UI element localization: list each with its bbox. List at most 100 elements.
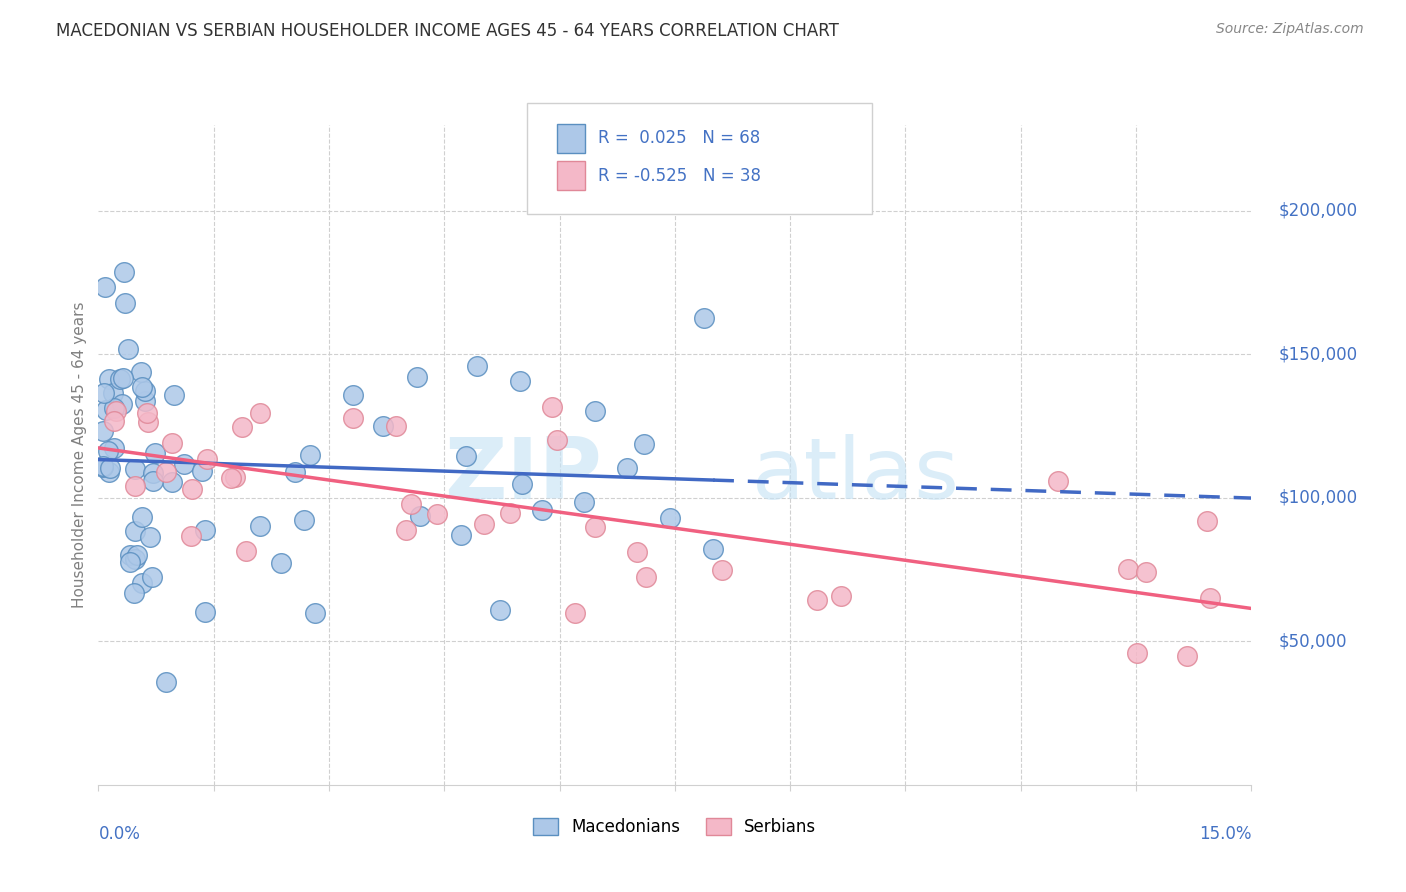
- Point: [94, 402, 117, 417]
- Point: [292, 513, 315, 527]
- Point: [155, 675, 177, 690]
- Point: [122, 586, 145, 600]
- Point: [173, 457, 195, 471]
- Point: [124, 551, 146, 566]
- Point: [191, 464, 214, 478]
- Point: [488, 603, 510, 617]
- Point: [547, 434, 569, 448]
- Text: $100,000: $100,000: [1278, 489, 1357, 507]
- Point: [572, 495, 595, 509]
- Point: [117, 342, 139, 356]
- Point: [155, 465, 177, 479]
- Point: [114, 296, 136, 310]
- Point: [142, 466, 165, 480]
- Text: R =  0.025   N = 68: R = 0.025 N = 68: [598, 129, 759, 147]
- Point: [162, 436, 184, 450]
- Point: [499, 506, 522, 520]
- Point: [219, 471, 242, 485]
- Point: [395, 524, 418, 538]
- Point: [103, 401, 125, 415]
- Point: [1199, 591, 1222, 605]
- Point: [540, 400, 562, 414]
- Point: [633, 437, 655, 451]
- Point: [693, 311, 716, 326]
- Point: [108, 372, 131, 386]
- Point: [342, 388, 364, 402]
- Point: [160, 475, 183, 490]
- Point: [194, 523, 217, 537]
- Point: [1177, 648, 1199, 663]
- Point: [1195, 514, 1218, 528]
- Text: 15.0%: 15.0%: [1199, 825, 1251, 843]
- Text: Source: ZipAtlas.com: Source: ZipAtlas.com: [1216, 22, 1364, 37]
- Point: [409, 508, 432, 523]
- Text: 0.0%: 0.0%: [98, 825, 141, 843]
- Point: [231, 419, 253, 434]
- Point: [124, 524, 146, 539]
- Point: [702, 541, 724, 556]
- Point: [634, 569, 657, 583]
- Point: [426, 508, 449, 522]
- Point: [249, 519, 271, 533]
- Point: [235, 544, 257, 558]
- Legend: Macedonians, Serbians: Macedonians, Serbians: [527, 811, 823, 843]
- Point: [454, 449, 477, 463]
- Y-axis label: Householder Income Ages 45 - 64 years: Householder Income Ages 45 - 64 years: [72, 301, 87, 608]
- Point: [103, 414, 125, 428]
- Point: [104, 403, 127, 417]
- Point: [120, 556, 142, 570]
- Point: [129, 365, 152, 379]
- Point: [134, 394, 156, 409]
- Point: [91, 459, 114, 474]
- Point: [131, 575, 153, 590]
- Point: [143, 446, 166, 460]
- Point: [1118, 562, 1140, 576]
- Point: [304, 606, 326, 620]
- Point: [124, 478, 146, 492]
- Point: [564, 606, 586, 620]
- Text: MACEDONIAN VS SERBIAN HOUSEHOLDER INCOME AGES 45 - 64 YEARS CORRELATION CHART: MACEDONIAN VS SERBIAN HOUSEHOLDER INCOME…: [56, 22, 839, 40]
- Point: [120, 549, 142, 563]
- Point: [249, 406, 271, 420]
- Point: [91, 459, 114, 474]
- Text: atlas: atlas: [752, 434, 960, 516]
- Point: [124, 462, 146, 476]
- Point: [1126, 647, 1149, 661]
- Point: [93, 386, 115, 401]
- Point: [98, 372, 121, 386]
- Point: [139, 530, 162, 544]
- Point: [163, 388, 186, 402]
- Point: [112, 371, 135, 385]
- Point: [711, 563, 734, 577]
- Point: [626, 545, 648, 559]
- Point: [830, 589, 852, 603]
- Point: [135, 406, 157, 420]
- Point: [342, 411, 364, 425]
- Point: [510, 476, 533, 491]
- Point: [97, 465, 120, 479]
- Point: [373, 418, 395, 433]
- Point: [401, 497, 423, 511]
- Point: [131, 509, 153, 524]
- Text: R = -0.525   N = 38: R = -0.525 N = 38: [598, 167, 761, 185]
- Point: [91, 425, 114, 439]
- Point: [180, 483, 202, 497]
- Point: [112, 265, 135, 279]
- Point: [224, 469, 246, 483]
- Point: [111, 397, 134, 411]
- Text: ZIP: ZIP: [444, 434, 602, 516]
- Point: [270, 556, 292, 570]
- Point: [659, 511, 682, 525]
- Text: $150,000: $150,000: [1278, 345, 1357, 363]
- Point: [450, 528, 472, 542]
- Point: [180, 529, 202, 543]
- Point: [298, 448, 321, 462]
- Point: [134, 384, 156, 399]
- Point: [101, 385, 124, 400]
- Point: [1047, 474, 1070, 488]
- Point: [98, 461, 121, 475]
- Point: [142, 474, 165, 488]
- Point: [616, 460, 638, 475]
- Point: [141, 570, 163, 584]
- Point: [138, 416, 160, 430]
